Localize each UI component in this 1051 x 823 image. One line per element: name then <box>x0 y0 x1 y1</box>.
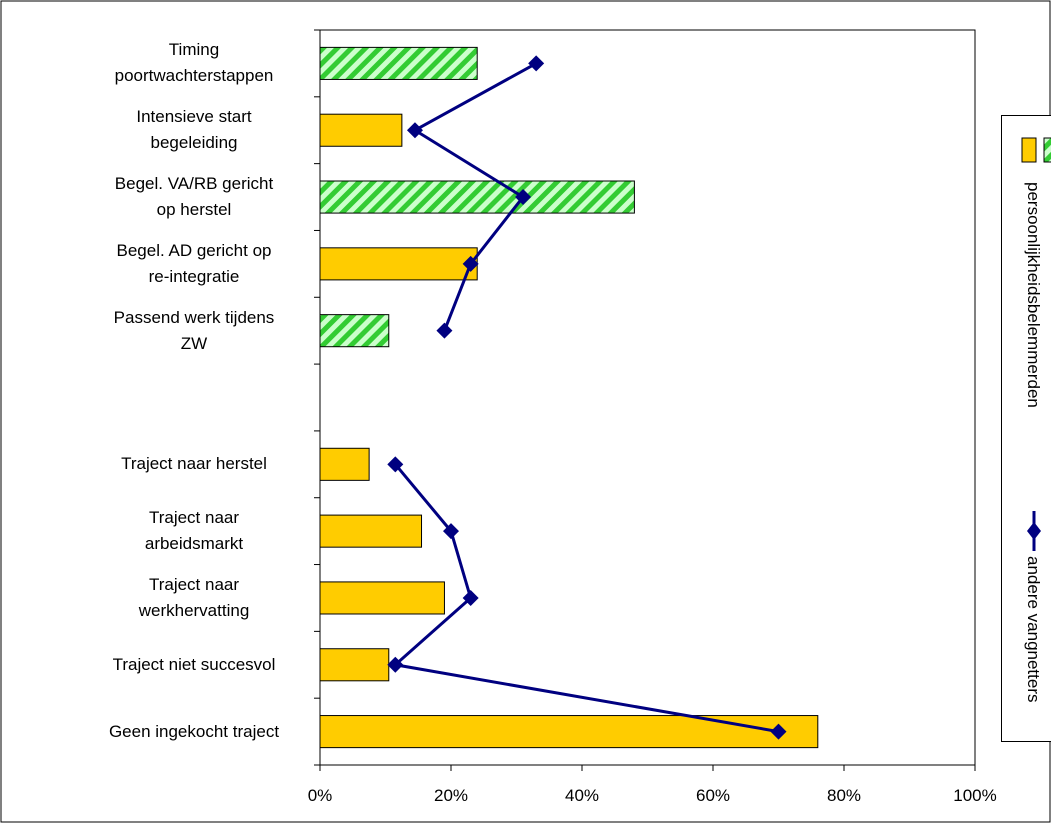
category-label-line: begeleiding <box>150 133 238 153</box>
plot-area <box>319 29 976 766</box>
bar-6 <box>319 447 370 481</box>
x-tick-label: 80% <box>826 786 862 805</box>
bar-0 <box>319 46 478 80</box>
category-label-line: arbeidsmarkt <box>144 534 244 554</box>
line-point-4 <box>436 322 453 339</box>
bar-7 <box>319 514 423 548</box>
legend-label-andere-vangnetters: andere vangnetters <box>1024 556 1043 703</box>
legend: persoonlijkheidsbelemmerden andere vangn… <box>1001 115 1051 742</box>
category-label-line: poortwachterstappen <box>114 66 274 86</box>
category-label-line: ZW <box>180 333 208 353</box>
category-label-line: Begel. AD gericht op <box>116 240 272 260</box>
category-label-9: Traject niet succesvol <box>79 652 309 678</box>
x-tick-label: 20% <box>433 786 469 805</box>
legend-swatch-solid <box>1021 137 1037 163</box>
bar-3 <box>319 247 478 281</box>
line-point-1 <box>406 122 423 139</box>
bar-8 <box>319 581 445 615</box>
category-label-line: Passend werk tijdens <box>113 307 275 327</box>
line-series-group <box>387 55 787 740</box>
bar-9 <box>319 648 390 682</box>
category-label-0: Timing poortwachterstappen <box>79 37 309 89</box>
bar-10 <box>319 715 819 749</box>
category-label-10: Geen ingekocht traject <box>79 719 309 745</box>
line-point-8 <box>462 589 479 606</box>
category-label-line: Traject naar <box>148 508 240 528</box>
legend-swatches <box>1021 137 1051 551</box>
axes-group <box>314 29 976 771</box>
category-label-1: Intensieve start begeleiding <box>79 104 309 156</box>
category-label-line: Geen ingekocht traject <box>108 721 280 741</box>
line-point-2 <box>515 189 532 206</box>
category-label-3: Begel. AD gericht op re-integratie <box>79 238 309 290</box>
category-label-2: Begel. VA/RB gericht op herstel <box>79 171 309 223</box>
line-point-7 <box>443 523 459 540</box>
legend-label-persoonlijkheidsbelemmerden: persoonlijkheidsbelemmerden <box>1024 182 1043 408</box>
category-label-line: Timing <box>168 40 220 60</box>
category-label-7: Traject naar arbeidsmarkt <box>79 505 309 557</box>
category-label-line: op herstel <box>156 200 232 220</box>
x-tick-label: 100% <box>953 786 997 805</box>
bar-4 <box>319 314 390 348</box>
category-label-8: Traject naar werkhervatting <box>79 572 309 624</box>
category-label-line: re-integratie <box>148 266 240 286</box>
legend-swatch-hatched <box>1043 137 1051 163</box>
x-tick-label: 0% <box>307 786 333 805</box>
category-label-line: Begel. VA/RB gericht <box>114 174 274 194</box>
legend-diamond-marker <box>1027 522 1041 540</box>
x-tick-label: 60% <box>695 786 731 805</box>
category-label-line: Traject naar <box>148 574 240 594</box>
category-label-line: Intensieve start <box>136 107 252 127</box>
bar-2 <box>319 180 635 214</box>
bar-1 <box>319 113 403 147</box>
line-point-3 <box>462 255 479 272</box>
bars-group <box>319 46 819 749</box>
line-point-6 <box>387 456 404 473</box>
category-label-6: Traject naar herstel <box>79 451 309 477</box>
line-point-9 <box>387 656 404 673</box>
line-point-10 <box>770 723 787 740</box>
x-tick-label: 40% <box>564 786 600 805</box>
line-point-0 <box>528 55 545 72</box>
category-label-line: Traject niet succesvol <box>112 654 276 674</box>
category-label-line: werkhervatting <box>138 600 250 620</box>
category-label-line: Traject naar herstel <box>121 454 267 474</box>
category-label-4: Passend werk tijdens ZW <box>79 305 309 357</box>
